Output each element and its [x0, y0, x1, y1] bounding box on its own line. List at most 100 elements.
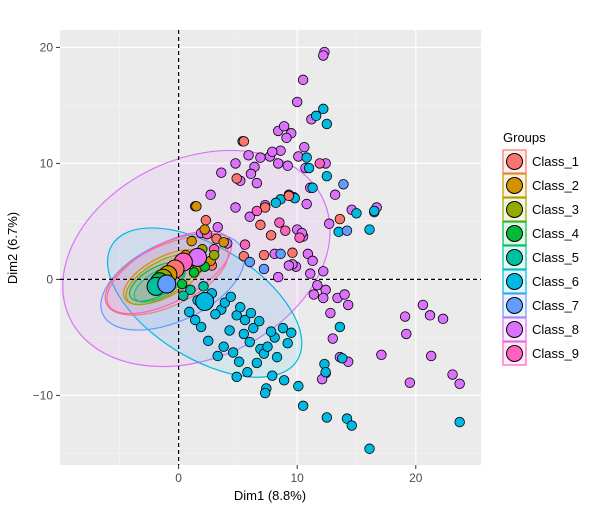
legend-label: Class_9 — [532, 346, 579, 361]
point-class-9 — [251, 205, 263, 217]
point-class-6 — [259, 387, 271, 399]
point-class-5 — [198, 281, 209, 292]
point-class-6 — [334, 321, 346, 333]
point-class-6 — [189, 314, 201, 326]
x-axis-ticks: 0 10 20 — [175, 465, 423, 485]
point-class-8 — [243, 150, 254, 161]
points-layer — [176, 46, 465, 454]
point-class-9 — [239, 239, 251, 250]
point-class-8 — [401, 328, 412, 340]
point-class-6 — [278, 375, 290, 386]
point-class-4 — [176, 278, 188, 290]
legend-label: Class_6 — [532, 274, 579, 289]
point-class-1 — [258, 249, 270, 261]
point-class-6 — [210, 309, 221, 320]
point-class-6 — [254, 315, 265, 327]
point-class-1 — [238, 136, 250, 147]
legend-key-point — [506, 345, 523, 362]
point-class-8 — [216, 167, 227, 178]
legend-label: Class_8 — [532, 322, 579, 337]
legend-label: Class_1 — [532, 154, 579, 169]
legend-key-point — [506, 273, 523, 290]
point-class-6 — [225, 291, 236, 303]
reference-lines — [60, 30, 481, 465]
legend-item-class-9: Class_9 — [502, 341, 579, 366]
point-class-6 — [454, 416, 465, 428]
point-class-9 — [294, 232, 305, 243]
point-class-1 — [231, 173, 242, 184]
y-tick-label: 0 — [46, 272, 53, 286]
x-tick-label: 20 — [409, 471, 423, 485]
panel-background — [60, 30, 481, 465]
point-class-8 — [312, 280, 323, 291]
point-class-1 — [334, 213, 346, 225]
point-class-8 — [425, 350, 437, 362]
point-class-6 — [239, 314, 251, 326]
point-class-5 — [178, 290, 189, 301]
point-class-6 — [320, 367, 331, 378]
point-class-9 — [314, 158, 325, 169]
point-class-2 — [218, 237, 229, 248]
point-class-6 — [337, 353, 348, 364]
point-class-6 — [245, 307, 257, 319]
point-class-6 — [233, 356, 245, 367]
point-class-8 — [324, 218, 335, 229]
point-class-4 — [188, 267, 200, 278]
x-tick-label: 10 — [291, 471, 305, 485]
legend-key-point — [506, 321, 523, 338]
point-class-6 — [303, 162, 315, 174]
point-class-8 — [205, 189, 216, 200]
point-class-6 — [307, 182, 318, 193]
point-class-6 — [195, 321, 207, 333]
legend-key-point — [506, 177, 523, 194]
legend-key-point — [506, 225, 523, 242]
point-class-6 — [184, 306, 195, 318]
point-class-6 — [321, 118, 333, 130]
point-class-6 — [369, 205, 380, 217]
point-class-1 — [255, 219, 266, 231]
point-class-6 — [318, 103, 329, 115]
y-tick-label: 20 — [40, 40, 54, 54]
point-class-9 — [280, 225, 291, 236]
point-class-8 — [273, 271, 284, 283]
point-class-8 — [282, 160, 293, 171]
y-axis-ticks: −10 0 10 20 — [33, 40, 60, 402]
legend-item-class-8: Class_8 — [502, 317, 579, 342]
point-class-8 — [278, 121, 290, 132]
point-class-8 — [447, 369, 458, 380]
point-class-8 — [307, 255, 318, 267]
point-class-8 — [297, 74, 309, 86]
legend-label: Class_4 — [532, 226, 579, 241]
legend-label: Class_3 — [532, 202, 579, 217]
point-class-8 — [281, 132, 292, 144]
x-tick-label: 0 — [175, 471, 182, 485]
point-class-2 — [186, 235, 197, 247]
point-class-8 — [255, 152, 266, 163]
point-class-6 — [242, 367, 253, 378]
point-class-6 — [364, 224, 375, 235]
point-class-8 — [325, 307, 336, 319]
legend-key-point — [506, 249, 523, 266]
point-class-3 — [208, 249, 220, 261]
point-class-8 — [267, 146, 278, 158]
legend-item-class-2: Class_2 — [502, 173, 579, 198]
point-class-6 — [235, 302, 246, 313]
y-tick-label: 10 — [40, 156, 54, 170]
legend-key-point — [506, 153, 523, 170]
point-class-8 — [424, 310, 436, 321]
point-class-8 — [327, 333, 338, 344]
centroid-class-6 — [195, 291, 215, 311]
point-class-8 — [329, 189, 341, 200]
point-class-8 — [318, 266, 329, 277]
legend-item-class-3: Class_3 — [502, 197, 579, 222]
point-class-8 — [212, 221, 223, 233]
point-class-8 — [417, 299, 429, 311]
centroid-class-7 — [157, 274, 177, 294]
point-class-8 — [318, 50, 329, 61]
point-class-8 — [437, 313, 449, 325]
point-class-8 — [308, 289, 319, 300]
point-class-8 — [399, 311, 411, 322]
point-class-6 — [321, 412, 333, 423]
y-axis-title: Dim2 (6.7%) — [5, 212, 20, 284]
point-class-6 — [301, 152, 312, 163]
